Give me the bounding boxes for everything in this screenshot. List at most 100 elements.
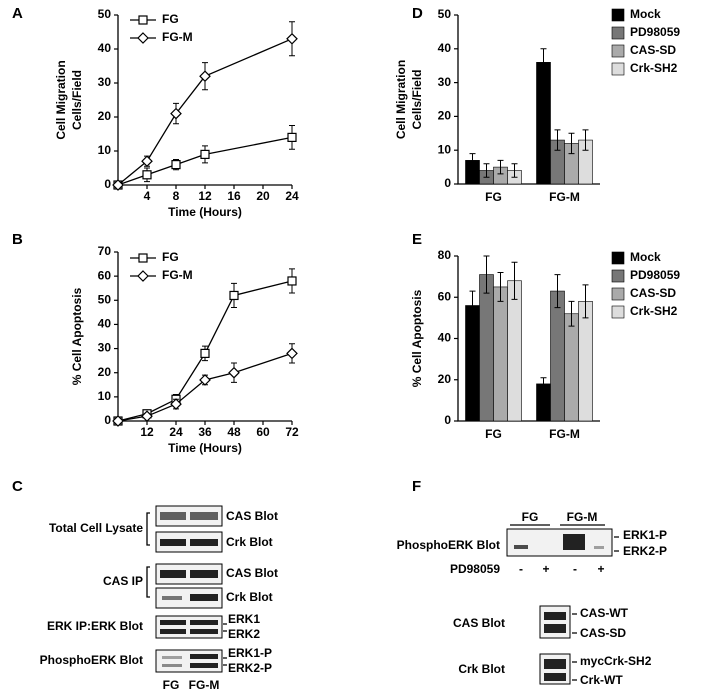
error-bar bbox=[554, 129, 561, 151]
marker bbox=[141, 155, 153, 168]
band bbox=[514, 545, 528, 549]
band-label: CAS Blot bbox=[226, 566, 278, 580]
error-bar bbox=[582, 284, 589, 319]
panel-label: D bbox=[412, 5, 423, 22]
y-tick-label: 50 bbox=[98, 7, 112, 21]
y-tick-label: 40 bbox=[98, 317, 112, 331]
marker bbox=[286, 32, 298, 45]
blot bbox=[155, 505, 223, 527]
legend-label: Crk-SH2 bbox=[630, 304, 678, 318]
error-bar bbox=[497, 159, 504, 175]
marker bbox=[287, 276, 297, 286]
x-tick-label: 60 bbox=[256, 425, 270, 439]
band-label: Crk Blot bbox=[226, 535, 273, 549]
band bbox=[190, 654, 218, 659]
marker bbox=[287, 132, 297, 142]
band bbox=[544, 612, 566, 620]
error-bar bbox=[554, 274, 561, 309]
y-tick-label: 10 bbox=[98, 143, 112, 157]
row-label: PD98059 bbox=[450, 562, 500, 576]
panel-label: E bbox=[412, 231, 422, 248]
panel-f: FG FG-M PhosphoERK Blot ERK1-P ERK2-P PD… bbox=[397, 510, 667, 687]
sign: + bbox=[597, 562, 604, 576]
y-tick-label: 50 bbox=[98, 292, 112, 306]
bar bbox=[479, 274, 494, 422]
marker bbox=[170, 398, 182, 410]
blot bbox=[155, 615, 223, 639]
legend-swatch bbox=[611, 269, 625, 283]
bar bbox=[465, 305, 480, 422]
error-bar bbox=[568, 300, 575, 327]
row-label: Total Cell Lysate bbox=[49, 521, 143, 535]
row-label: PhosphoERK Blot bbox=[397, 538, 500, 552]
band bbox=[190, 629, 218, 634]
legend-marker bbox=[138, 15, 148, 25]
band bbox=[162, 596, 182, 600]
x-tick-label: 36 bbox=[198, 425, 212, 439]
legend-swatch bbox=[611, 251, 625, 265]
band-label: ERK2-P bbox=[623, 544, 667, 558]
legend-swatch bbox=[611, 287, 625, 301]
y-tick-label: 50 bbox=[438, 7, 452, 21]
legend-swatch bbox=[611, 62, 625, 76]
y-tick-label: 30 bbox=[98, 341, 112, 355]
legend-label: Mock bbox=[630, 7, 661, 21]
y-tick-label: 0 bbox=[104, 177, 111, 191]
legend-marker bbox=[137, 32, 149, 44]
marker bbox=[141, 410, 153, 423]
x-axis-label: Time (Hours) bbox=[168, 205, 242, 219]
legend-label: PD98059 bbox=[630, 268, 680, 282]
marker bbox=[229, 290, 239, 301]
band bbox=[190, 620, 218, 625]
x-tick-label: 12 bbox=[198, 189, 212, 203]
band bbox=[544, 673, 566, 681]
error-bar bbox=[568, 132, 575, 155]
legend-swatch bbox=[611, 44, 625, 58]
marker bbox=[286, 347, 298, 360]
panel-label: C bbox=[12, 478, 23, 495]
marker bbox=[199, 374, 211, 386]
marker bbox=[228, 366, 240, 379]
x-tick-label: FG bbox=[485, 190, 502, 204]
band-label: mycCrk-SH2 bbox=[580, 654, 652, 668]
band bbox=[160, 629, 186, 634]
y-tick-label: 20 bbox=[98, 365, 112, 379]
y-tick-label: 10 bbox=[98, 389, 112, 403]
y-axis-label: Cell Migration bbox=[394, 60, 408, 139]
marker bbox=[200, 149, 210, 159]
blot bbox=[155, 563, 223, 585]
blot bbox=[155, 649, 223, 673]
y-tick-label: 0 bbox=[104, 413, 111, 427]
band-label: CAS Blot bbox=[226, 509, 278, 523]
row-label: ERK IP:ERK Blot bbox=[47, 619, 143, 633]
marker bbox=[171, 160, 181, 170]
lane-label: FG-M bbox=[567, 510, 598, 524]
blot bbox=[155, 587, 223, 609]
y-axis-label: Cell Migration bbox=[54, 60, 68, 139]
y-axis-label: % Cell Apoptosis bbox=[70, 287, 84, 385]
error-bar bbox=[540, 377, 547, 391]
y-tick-label: 60 bbox=[438, 289, 452, 303]
y-tick-label: 40 bbox=[438, 41, 452, 55]
sign: - bbox=[519, 562, 523, 576]
error-bar bbox=[511, 261, 518, 300]
sign: + bbox=[542, 562, 549, 576]
error-bar bbox=[469, 153, 476, 168]
legend-label: Crk-SH2 bbox=[630, 61, 678, 75]
bracket bbox=[146, 512, 150, 598]
bar bbox=[550, 290, 565, 422]
y-tick-label: 40 bbox=[98, 41, 112, 55]
band bbox=[160, 512, 186, 520]
y-tick-label: 30 bbox=[98, 75, 112, 89]
legend-marker bbox=[137, 270, 149, 282]
x-tick-label: 8 bbox=[173, 189, 180, 203]
lane-label: FG bbox=[522, 510, 539, 524]
band bbox=[190, 663, 218, 668]
y-tick-label: 40 bbox=[438, 331, 452, 345]
legend-label: FG bbox=[162, 250, 179, 264]
row-label: PhosphoERK Blot bbox=[40, 653, 143, 667]
band bbox=[190, 594, 218, 601]
bar bbox=[578, 301, 593, 422]
band-label: CAS-SD bbox=[580, 626, 626, 640]
x-tick-label: FG bbox=[485, 427, 502, 441]
